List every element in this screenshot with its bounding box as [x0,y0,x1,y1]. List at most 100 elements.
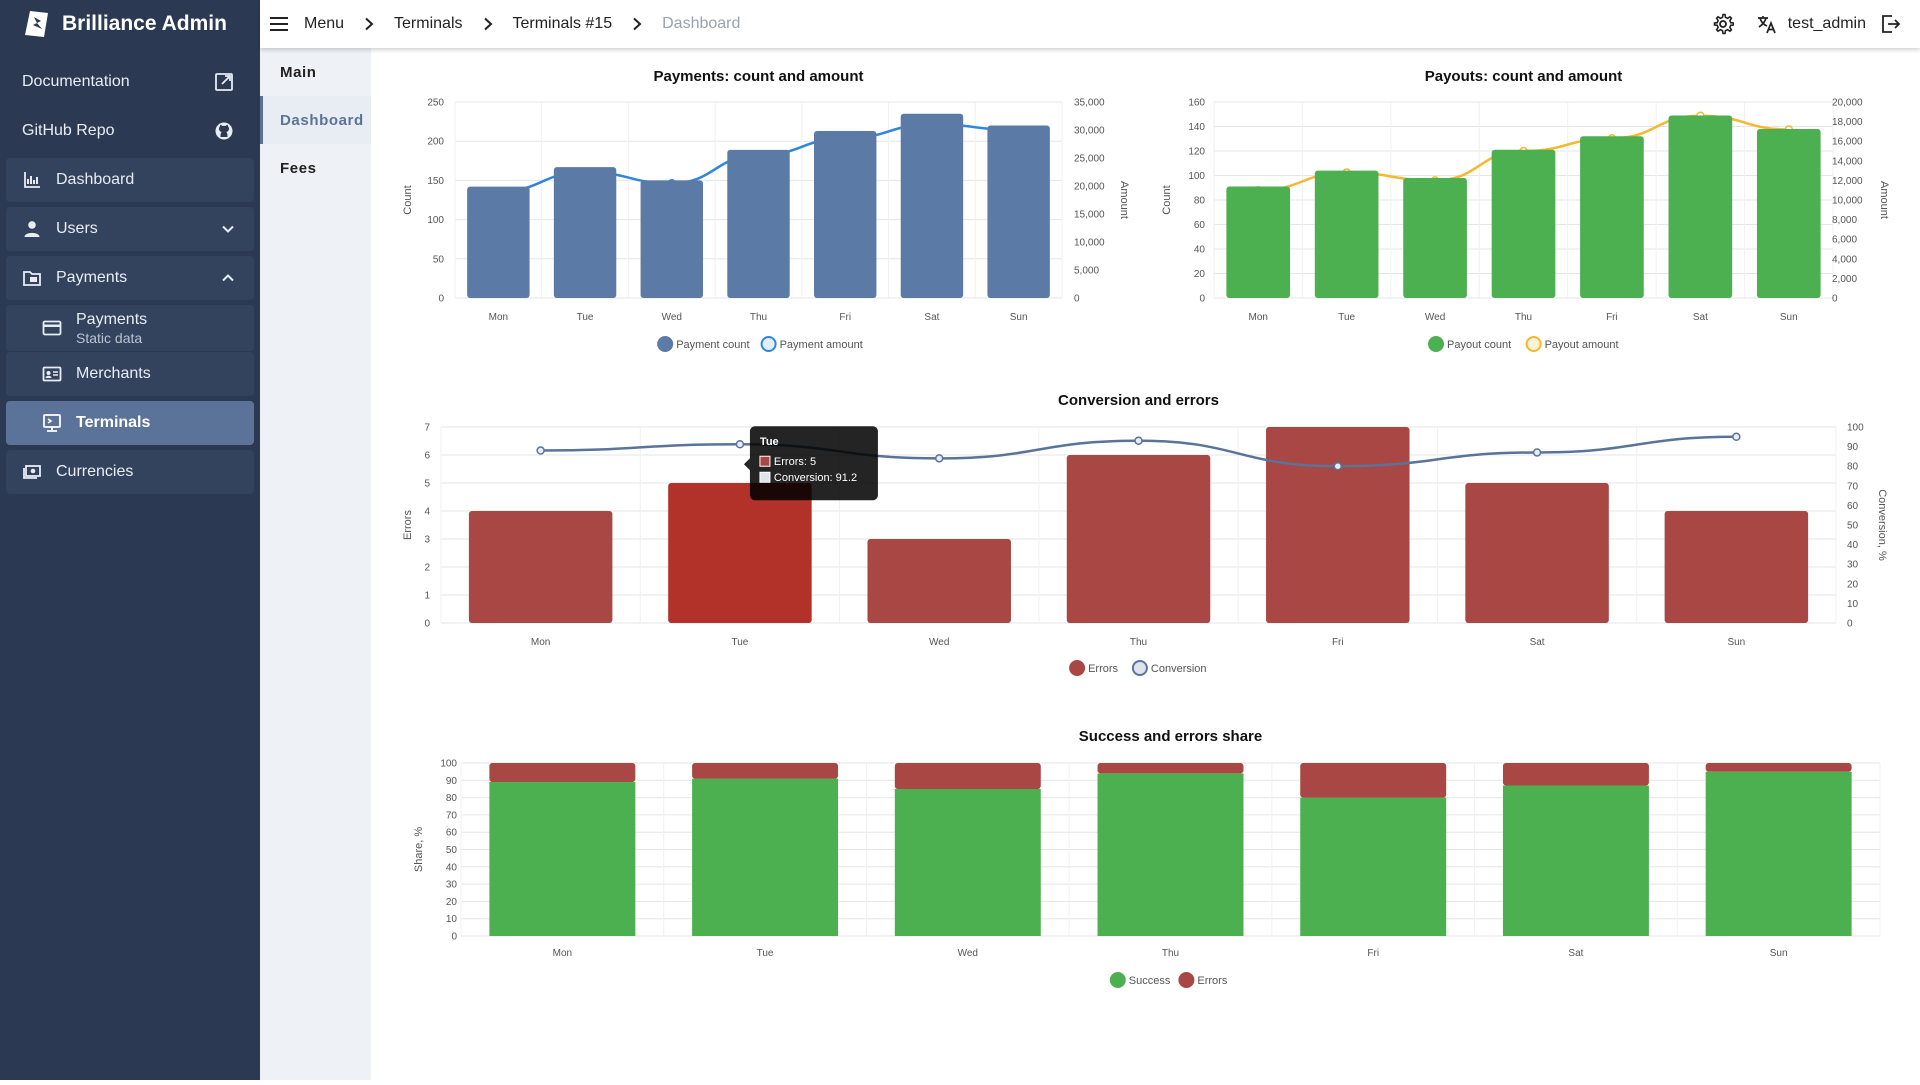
y-tick-label: 6 [424,451,430,462]
tooltip-swatch-conversion [759,471,771,483]
sidebar-nav: Documentation GitHub Repo Dashboard [0,60,260,494]
bar-sat [1668,115,1733,298]
legend-label: Payment count [676,339,749,351]
sidebar-item-merchants[interactable]: Merchants [6,352,254,396]
chart-conversion: Conversion and errors 0 1 2 3 4 5 6 7 Errors 0 10 20… [402,392,1888,676]
legend-label: Errors [1088,663,1118,675]
chevron-down-icon[interactable] [220,221,236,237]
subnav-main[interactable]: Main [280,63,317,81]
bar-tue [1314,170,1379,298]
legend-item-payout-count[interactable]: Payout count [1428,336,1511,352]
y2-tick-label: 30 [1847,560,1859,571]
bar-errors-sun [1705,763,1852,772]
legend-label: Payout count [1447,339,1511,351]
x-tick-label: Thu [750,312,767,323]
legend-item-success[interactable]: Success [1109,972,1171,988]
legend-item-conversion[interactable]: Conversion [1131,660,1207,676]
x-tick-label: Sun [1010,312,1028,323]
sidebar-item-label: GitHub Repo [22,122,115,139]
legend-item-payment-amount[interactable]: Payment amount [760,336,863,352]
sidebar-item-label: Documentation [22,73,130,90]
brand-name: Brilliance Admin [62,12,227,35]
legend-label: Payout amount [1545,339,1619,351]
y2-tick-label: 18,000 [1832,117,1863,128]
bar-wed [640,180,704,298]
y-tick-label: 90 [446,776,458,787]
username[interactable]: test_admin [1787,15,1866,32]
bar-wed [867,539,1011,623]
legend-swatch [657,336,674,352]
hamburger-menu-icon[interactable] [268,15,290,33]
chart-icon [24,172,40,188]
sidebar-item-documentation[interactable]: Documentation [0,60,254,104]
x-tick-label: Thu [1130,637,1147,648]
point-sat [1532,448,1542,457]
y2-tick-label: 20,000 [1074,182,1105,193]
sidebar-item-terminals[interactable]: Terminals [6,401,254,445]
chevron-up-icon[interactable] [220,270,236,286]
breadcrumb-terminal-15[interactable]: Terminals #15 [512,15,613,32]
settings-gear-icon[interactable] [1712,13,1734,35]
bar-sun [987,125,1050,299]
bar-success-mon [489,782,636,936]
sidebar-item-dashboard[interactable]: Dashboard [6,158,254,202]
sidebar-item-payments[interactable]: Payments [6,256,254,300]
sidebar-item-label: Dashboard [56,171,135,188]
translate-icon[interactable] [1756,13,1778,35]
breadcrumb-dashboard: Dashboard [662,15,741,32]
terminal-subnav: Main Dashboard Fees [260,48,371,1080]
sidebar-item-currencies[interactable]: Currencies [6,450,254,494]
breadcrumb-menu[interactable]: Menu [304,15,345,32]
legend-item-errors[interactable]: Errors [1178,972,1228,988]
y-tick-label: 60 [446,828,458,839]
y2-axis-label: Amount [1118,181,1130,219]
tooltip-arrow [743,458,750,471]
sidebar-item-label: Payments [76,310,148,328]
y2-tick-label: 100 [1847,423,1864,434]
legend-item-payment-count[interactable]: Payment count [657,336,750,352]
legend-item-errors[interactable]: Errors [1069,660,1119,676]
x-tick-label: Fri [839,312,851,323]
legend-swatch [1525,336,1542,352]
chart-legend: Success Errors [1109,972,1228,988]
y2-tick-label: 0 [1847,619,1853,630]
terminal-icon [43,414,61,432]
x-tick-label: Mon [489,312,508,323]
bar-fri [813,131,877,298]
x-tick-label: Sat [1693,312,1708,323]
legend-item-payout-amount[interactable]: Payout amount [1525,336,1619,352]
bar-sat [900,113,964,298]
breadcrumb: Menu Terminals Terminals #15 Dashboard [304,15,740,33]
chevron-right-icon [633,17,642,31]
y-tick-label: 7 [424,423,430,434]
brand[interactable]: Brilliance Admin [0,0,260,48]
topbar-actions: test_admin [1712,0,1902,48]
legend-label: Payment amount [780,339,863,351]
bar-errors-fri [1300,763,1447,798]
sidebar-item-payments-static[interactable]: Payments Static data [6,305,254,351]
legend-label: Success [1129,975,1171,987]
legend-swatch [1178,972,1195,988]
x-tick-label: Fri [1367,948,1379,959]
y-tick-label: 0 [1199,294,1205,305]
sidebar-item-github[interactable]: GitHub Repo [0,109,254,153]
x-tick-label: Tue [577,312,594,323]
sidebar: Brilliance Admin Documentation GitHub Re… [0,0,260,1080]
user-icon [24,221,40,237]
y-axis-label: Count [402,185,414,214]
subnav-dashboard[interactable]: Dashboard [260,96,371,144]
bar-tue [668,483,812,623]
breadcrumb-terminals[interactable]: Terminals [394,15,463,32]
y-tick-label: 4 [424,507,430,518]
y2-tick-label: 10,000 [1074,238,1105,249]
sidebar-item-users[interactable]: Users [6,207,254,251]
topbar: Menu Terminals Terminals #15 Dashboard t… [260,0,1920,48]
x-tick-label: Tue [757,948,774,959]
logout-icon[interactable] [1880,13,1902,35]
chart-tooltip: Tue Errors: 5 Conversion: 91.2 [743,426,878,501]
y2-tick-label: 16,000 [1832,137,1863,148]
chevron-right-icon [483,17,492,31]
y2-tick-label: 20,000 [1832,98,1863,109]
subnav-fees[interactable]: Fees [280,159,317,177]
x-tick-label: Sat [1568,948,1583,959]
